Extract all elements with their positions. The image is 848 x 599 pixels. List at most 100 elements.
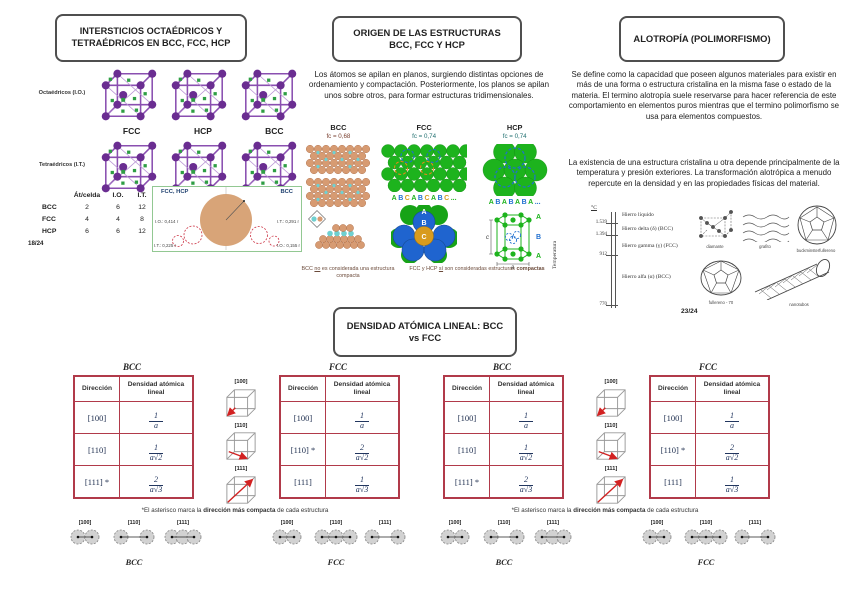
bcc-chain-100: [100]: [63, 520, 107, 547]
bcc-plane-image-1: [305, 144, 371, 174]
density-panel-right: BCC Dirección Densidad atómica lineal [1…: [425, 360, 785, 578]
atom-chain-diagrams: [100] [110] [111] BCC [100]: [55, 520, 415, 573]
bcc-chain-111: [111]: [161, 520, 205, 547]
hcp-column-title: HCP: [506, 123, 523, 132]
row-fcc-name: FCC: [42, 216, 56, 223]
bcc-density-111: 2 a√3: [149, 474, 163, 494]
bcc-table-title: BCC: [492, 362, 511, 372]
hcp-column: HCP fc = 0,74 A B A B A B A...: [473, 124, 556, 269]
bcc-dir-110: [110]: [443, 433, 490, 466]
origen-body-text: Los átomos se apilan en planos, surgiend…: [308, 70, 550, 100]
slide-alotropia: ALOTROPÍA (POLIMORFISMO) Se define como …: [552, 8, 845, 315]
nanotube-image: [754, 258, 831, 300]
intersticios-title: INTERSTICIOS OCTAÉDRICOS Y TETRAÉDRICOS …: [71, 26, 231, 48]
direction-cube-diagrams: [100] [110] [111]: [215, 379, 267, 506]
interstice-count-table: Át/celda I.O. I.T. BCC 2 6 12 FCC 4 4 8 …: [42, 192, 154, 235]
interstice-size-drawing: [172, 187, 280, 250]
temperature-axis-label: Temperatura: [552, 240, 559, 270]
carbon-allotropes-figure: diamante grafito buckminsterfullereno: [693, 204, 841, 310]
diamond-label: diamante: [706, 244, 724, 249]
bcc-header-direction: Dirección: [73, 375, 120, 402]
fcc-chain-100: [100]: [265, 520, 309, 547]
hcp-dim-c-label: c: [486, 235, 489, 241]
row-bcc-atoms: 2: [85, 204, 89, 211]
hcp-stacking-sequence: A B A B A B A...: [488, 198, 541, 206]
compactness-captions: BCC no es considerada una estructura com…: [300, 266, 558, 280]
structure-label-hcp: HCP: [194, 126, 212, 136]
fcc-plane-image: [381, 143, 468, 192]
alotropia-paragraph-1: Se define como la capacidad que poseen a…: [568, 70, 840, 121]
structure-label-bcc: BCC: [265, 126, 284, 136]
allotropy-figures: Temperatura °C 1.539 1.394 912 770 Hierr…: [552, 204, 841, 310]
fcc-density-table: Dirección Densidad atómica lineal [100] …: [279, 375, 400, 499]
fullerene-70-label: fullereno - 70: [708, 300, 734, 305]
bcc-dir-100: [100]: [443, 401, 490, 434]
fcc-header-density: Densidad atómica lineal: [325, 375, 400, 402]
buckminsterfullerene-label: buckminsterfullereno: [796, 248, 836, 253]
fcc-chain-110: [110]: [314, 520, 358, 547]
nanotube-label: nanotubos: [789, 302, 809, 307]
cluster-letter-b: B: [422, 220, 427, 227]
fcc-header-density: Densidad atómica lineal: [695, 375, 770, 402]
densidad-title: DENSIDAD ATÓMICA LINEAL: BCC vs FCC: [346, 319, 504, 343]
atom-chain-diagrams: [100] [110] [111] BCC [100]: [425, 520, 785, 573]
fcc-density-111: 1 a√3: [355, 474, 369, 494]
bcc-density-table: Dirección Densidad atómica lineal [100] …: [73, 375, 194, 499]
io-radius-label-right: I.O.: 0,155 r: [276, 243, 300, 248]
row-hcp-it: 12: [138, 228, 146, 235]
bcc-chain-group-label: BCC: [125, 558, 143, 567]
fcc-octahedral-structure-image: [96, 66, 162, 124]
fcc-dir-111: [111]: [279, 465, 326, 499]
col-header-io: I.O.: [112, 192, 124, 199]
bcc-stacking-image: [308, 209, 366, 249]
phase-gamma-fcc: Hierro gamma (γ) (FCC): [622, 243, 678, 249]
bcc-column: BCC fc = 0,68: [302, 124, 375, 269]
bcc-chain-group-label: BCC: [495, 558, 513, 567]
figure-label-bcc: BCC: [280, 189, 293, 195]
bcc-chain-111: [111]: [531, 520, 575, 547]
bcc-density-111: 2 a√3: [519, 474, 533, 494]
structure-labels-row: FCC HCP BCC: [96, 126, 310, 136]
fcc-dir-100: [100]: [279, 401, 326, 434]
fcc-column-title: FCC: [416, 123, 432, 132]
bcc-dir-111: [111] *: [443, 465, 490, 499]
fcc-chain-111: [111]: [363, 520, 407, 547]
cluster-letter-c: C: [422, 234, 427, 241]
diamond-structure-image: [699, 210, 733, 238]
col-header-it: I.T.: [137, 192, 147, 199]
bcc-dir-100: [100]: [73, 401, 120, 434]
fcc-header-direction: Dirección: [649, 375, 696, 402]
row-fcc-io: 4: [116, 216, 120, 223]
hcp-packing-factor: fc = 0,74: [502, 133, 527, 141]
graphite-label: grafito: [759, 244, 771, 249]
fullerene-70-image: [700, 260, 742, 296]
fcc-chain-111: [111]: [733, 520, 777, 547]
row-bcc-name: BCC: [42, 204, 57, 211]
origen-title: ORIGEN DE LAS ESTRUCTURAS BCC, FCC Y HCP: [353, 26, 501, 50]
fcc-table-title: FCC: [698, 362, 717, 372]
fcc-density-110: 2 a√2: [725, 442, 739, 462]
bcc-chain-group: [100] [110] [111]: [433, 520, 575, 547]
fcc-packing-factor: fc = 0,74: [412, 133, 437, 141]
density-panel-left: BCC Dirección Densidad atómica lineal [1…: [55, 360, 415, 578]
tick-1394: 1.394: [595, 232, 607, 237]
asterisk-footnote: *El asterisco marca la dirección más com…: [141, 507, 329, 514]
tetrahedral-row-label: Tetraédricos (I.T.): [39, 162, 85, 168]
hcp-layer-a-top: A: [536, 214, 541, 221]
hcp-layer-a-bottom: A: [536, 253, 541, 260]
interstice-size-figure: FCC, HCP BCC I.O.: 0,414 r I.T.: 0,225 r…: [152, 186, 302, 252]
hcp-layer-b: B: [536, 234, 541, 241]
figure-label-fcc-hcp: FCC, HCP: [161, 189, 189, 195]
bcc-density-table: Dirección Densidad atómica lineal [100] …: [443, 375, 564, 499]
tick-1539: 1.539: [595, 220, 607, 225]
fcc-chain-group: [100] [110] [111]: [635, 520, 777, 547]
graphite-structure-image: [742, 214, 790, 242]
origen-title-box: ORIGEN DE LAS ESTRUCTURAS BCC, FCC Y HCP: [332, 16, 522, 62]
tick-770: 770: [599, 302, 608, 307]
bcc-octahedral-structure-image: [236, 66, 302, 124]
